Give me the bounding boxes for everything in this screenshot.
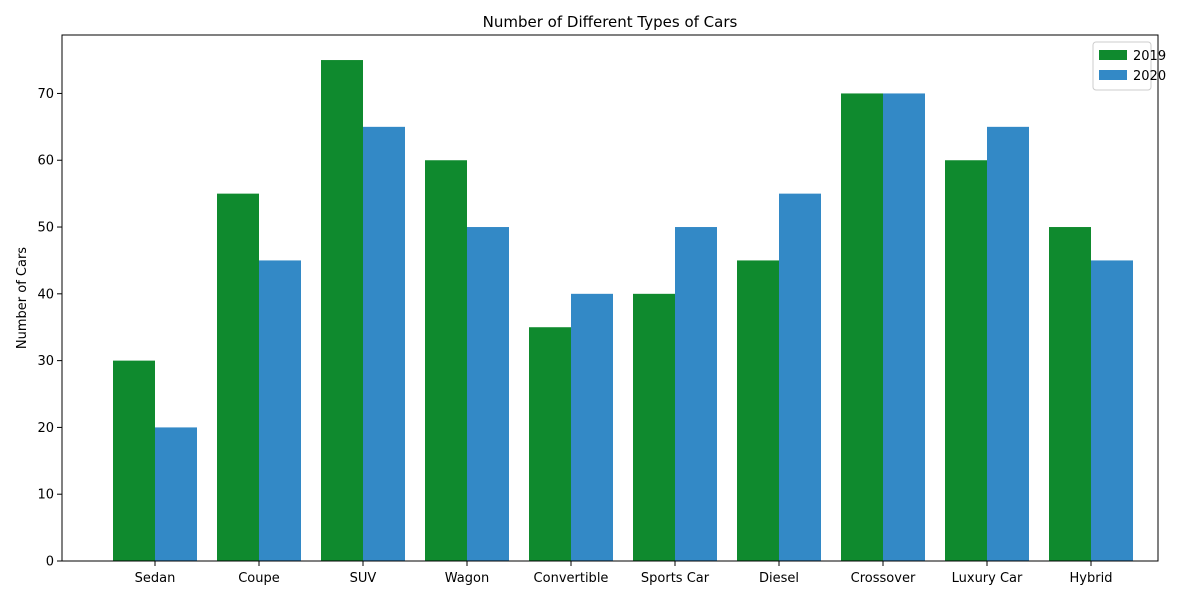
y-tick-label: 70 [37,87,54,102]
y-tick-label: 0 [46,555,54,570]
plot-frame [61,34,1159,562]
legend-swatch-2019 [1099,50,1127,60]
bar-2020-wagon [467,227,509,562]
y-tick-label: 50 [37,221,54,236]
legend: 2019 2020 [1092,41,1166,91]
bar-2020-diesel [779,193,821,561]
x-tick-label: Diesel [759,571,799,586]
bar-2020-sedan [155,427,197,561]
chart-title: Number of Different Types of Cars [483,13,738,31]
x-tick-label: Luxury Car [952,571,1023,586]
bars-group [113,60,1133,562]
bar-2019-convertible [529,327,571,561]
bar-2019-diesel [737,260,779,561]
bar-2020-convertible [571,293,613,561]
y-tick-label: 60 [37,154,54,169]
x-tick-label: SUV [350,571,377,586]
y-tick-label: 20 [37,421,54,436]
x-tick-label: Wagon [445,571,489,586]
y-tick-label: 40 [37,287,54,302]
x-tick-label: Coupe [238,571,280,586]
y-tick-label: 10 [37,488,54,503]
y-tick-label: 30 [37,354,54,369]
bar-2019-wagon [425,160,467,561]
axes-group: 0 10 20 30 40 50 60 70 Sedan Coupe SUV Wagon Convert… [37,34,1159,586]
bar-2019-hybrid [1049,227,1091,562]
bar-2019-crossover [841,93,883,561]
bar-2020-hybrid [1091,260,1133,561]
legend-label-2020: 2020 [1133,69,1166,84]
bar-2020-luxury-car [987,126,1029,561]
y-axis-label: Number of Cars [15,247,30,349]
x-tick-label: Crossover [851,571,916,586]
legend-label-2019: 2019 [1133,49,1166,64]
legend-swatch-2020 [1099,70,1127,80]
x-tick-label: Convertible [534,571,609,586]
x-tick-label: Sports Car [641,571,710,586]
bar-2019-suv [321,60,363,562]
bar-2020-sports-car [675,227,717,562]
x-tick-label: Sedan [135,571,176,586]
bar-2019-luxury-car [945,160,987,561]
bar-2020-suv [363,126,405,561]
bar-2020-coupe [259,260,301,561]
bar-2019-sports-car [633,293,675,561]
x-tick-label: Hybrid [1070,571,1113,586]
bar-2019-coupe [217,193,259,561]
bar-2019-sedan [113,360,155,561]
bar-2020-crossover [883,93,925,561]
